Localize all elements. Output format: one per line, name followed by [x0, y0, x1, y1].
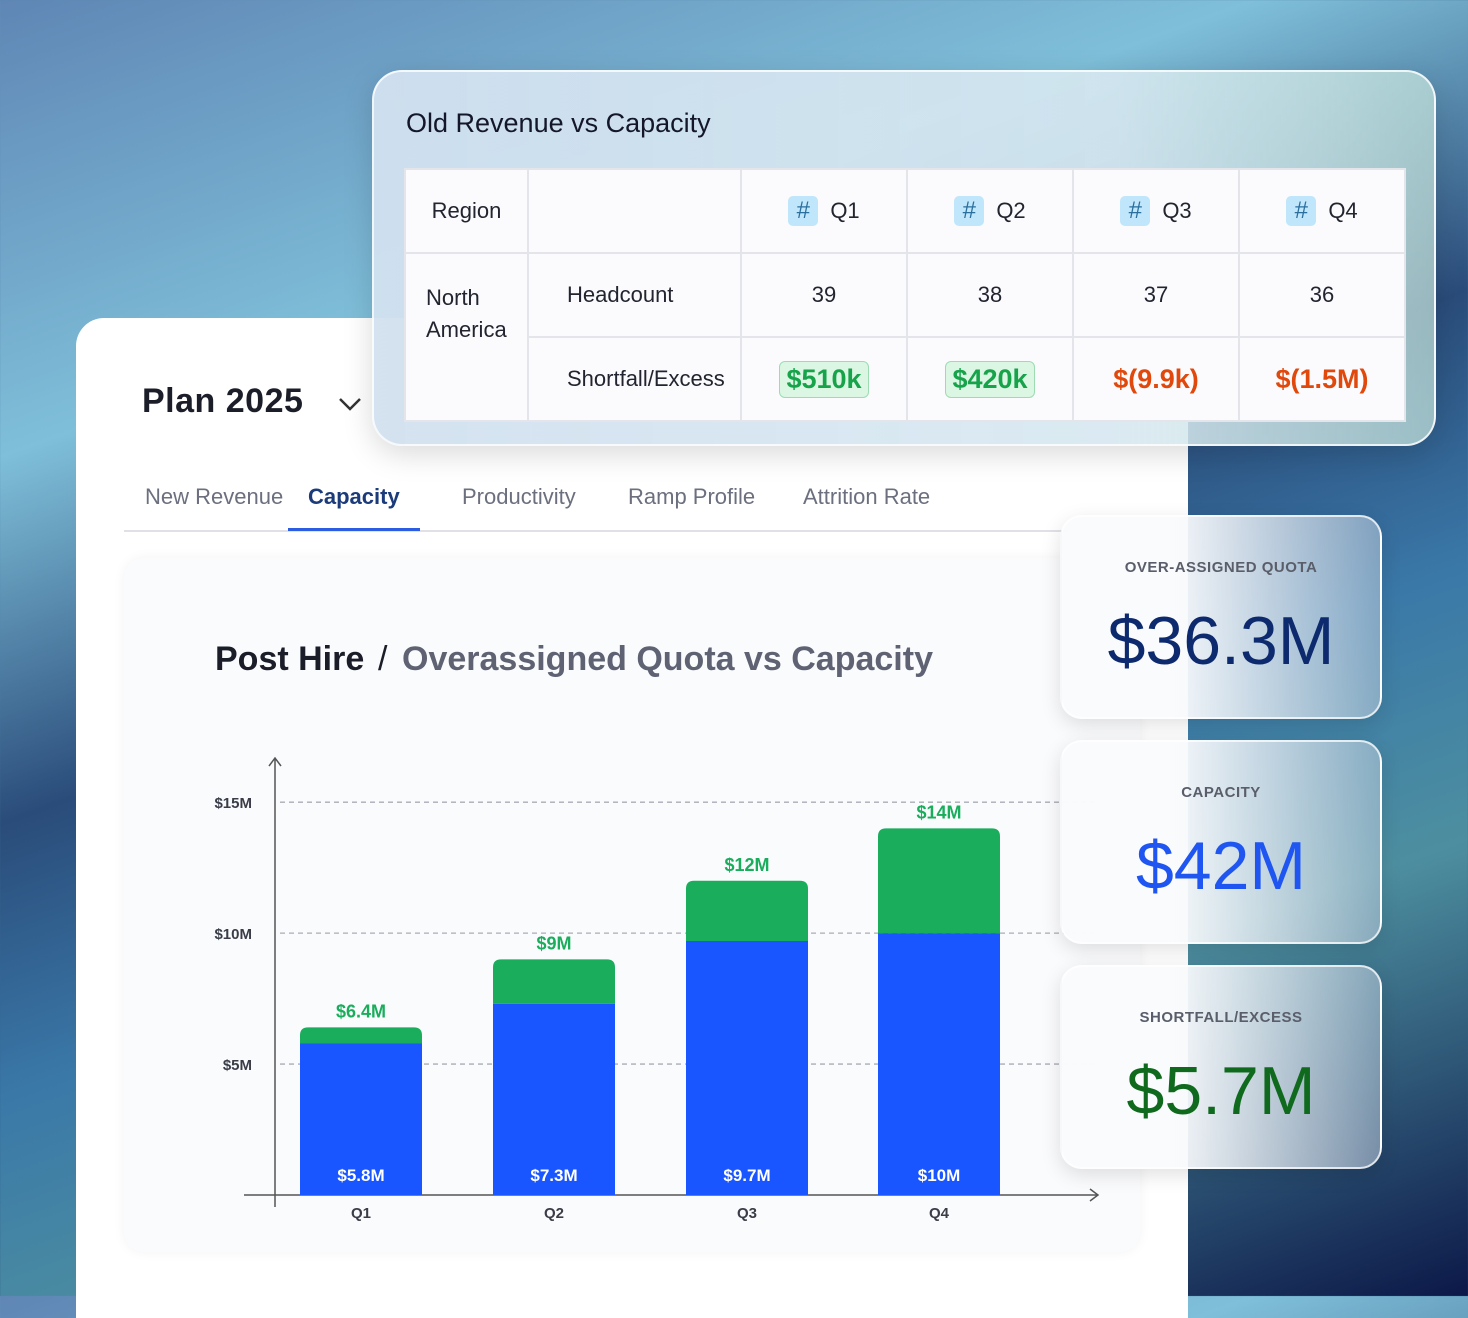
table-title: Old Revenue vs Capacity — [406, 108, 711, 138]
region-cell: North America — [404, 252, 529, 422]
kpi-card: OVER-ASSIGNED QUOTA $36.3M — [1060, 515, 1382, 719]
kpi-label: SHORTFALL/EXCESS — [1139, 1009, 1303, 1026]
tab-bar: New Revenue Capacity Productivity Ramp Prof… — [124, 470, 1068, 532]
title-separator: / — [378, 640, 388, 678]
y-tick-label: $10M — [214, 926, 252, 943]
plan-title[interactable]: Plan 2025 — [142, 382, 363, 421]
total-label: $14M — [916, 802, 961, 822]
header-cell: # Q4 — [1238, 168, 1406, 254]
header-cell: # Q1 — [740, 168, 908, 254]
bar-segment — [493, 959, 615, 1004]
value-cell: $510k — [740, 336, 908, 422]
tab[interactable]: New Revenue — [145, 484, 284, 509]
value-pill: $510k — [779, 360, 869, 398]
bar-segment — [300, 1027, 422, 1044]
bar-segment — [686, 880, 808, 941]
header-cell: # Q2 — [906, 168, 1074, 254]
tab[interactable]: Productivity — [462, 484, 576, 509]
x-tick-label: Q1 — [351, 1205, 371, 1222]
metric-cell: Headcount — [527, 252, 742, 338]
total-label: $12M — [724, 855, 769, 875]
value-pill: $(9.9k) — [1113, 363, 1199, 394]
y-axis — [268, 756, 282, 1207]
dropdown-caret — [339, 398, 362, 411]
plan-name: Plan 2025 — [142, 382, 304, 420]
bar-segment — [493, 1003, 615, 1195]
tab[interactable]: Ramp Profile — [628, 484, 756, 509]
kpi-value: $36.3M — [1107, 603, 1335, 679]
value-pill: $420k — [945, 360, 1035, 398]
tab[interactable]: Attrition Rate — [803, 484, 931, 509]
bar-value-label: $5.8M — [337, 1166, 384, 1185]
value-pill: $(1.5M) — [1275, 363, 1369, 394]
kpi-label: CAPACITY — [1181, 784, 1261, 801]
quarter-label: Q2 — [996, 198, 1026, 223]
tab[interactable]: Capacity — [288, 484, 420, 531]
number-icon: # — [1286, 196, 1317, 226]
x-tick-label: Q3 — [737, 1205, 757, 1222]
kpi-card: SHORTFALL/EXCESS $5.7M — [1060, 965, 1382, 1169]
value-cell: 38 — [906, 252, 1074, 338]
table: Region # Q1 # Q2 # Q3 # Q4 North America Headcoun… — [404, 168, 1406, 422]
bar-value-label: $10M — [918, 1166, 961, 1185]
quarter-label: Q4 — [1328, 198, 1358, 223]
number-icon: # — [1120, 196, 1151, 226]
metric-cell: Shortfall/Excess — [527, 336, 742, 422]
number-icon: # — [788, 196, 819, 226]
kpi-card: CAPACITY $42M — [1060, 740, 1382, 944]
quarter-label: Q1 — [830, 198, 860, 223]
table-card: Old Revenue vs Capacity Region # Q1 # Q2 # Q3 #… — [372, 70, 1436, 446]
value-cell: $(1.5M) — [1238, 336, 1406, 422]
bar-value-label: $9.7M — [723, 1166, 770, 1185]
header-cell: Region — [404, 168, 529, 254]
value-cell: 36 — [1238, 252, 1406, 338]
total-label: $9M — [536, 933, 571, 953]
kpi-label: OVER-ASSIGNED QUOTA — [1124, 559, 1318, 576]
chart-subtitle: Overassigned Quota vs Capacity — [402, 640, 933, 678]
value-cell: 37 — [1072, 252, 1240, 338]
quarter-label: Q3 — [1162, 198, 1192, 223]
bar-segment — [686, 940, 808, 1195]
y-tick-label: $5M — [223, 1057, 252, 1074]
value-cell: $420k — [906, 336, 1074, 422]
total-label: $6.4M — [336, 1001, 386, 1021]
kpi-value: $5.7M — [1126, 1053, 1316, 1129]
bar-value-label: $7.3M — [530, 1166, 577, 1185]
value-text: 36 — [1309, 282, 1335, 307]
value-cell: 39 — [740, 252, 908, 338]
number-icon: # — [954, 196, 985, 226]
value-cell: $(9.9k) — [1072, 336, 1240, 422]
bar-segment — [300, 1043, 422, 1195]
value-text: 37 — [1143, 282, 1169, 307]
x-tick-label: Q4 — [929, 1205, 950, 1222]
bar-segment — [878, 828, 1000, 934]
bar-segment — [878, 933, 1000, 1195]
chart-title: Post Hire — [215, 640, 364, 678]
y-tick-label: $15M — [214, 795, 252, 812]
value-text: 38 — [977, 282, 1003, 307]
chart: Post Hire / Overassigned Quota vs Capaci… — [214, 640, 1100, 1222]
chart-card: Post Hire / Overassigned Quota vs Capaci… — [124, 558, 1140, 1252]
x-tick-label: Q2 — [544, 1205, 564, 1222]
value-text: 39 — [811, 282, 837, 307]
header-cell — [527, 168, 742, 254]
header-cell: # Q3 — [1072, 168, 1240, 254]
kpi-value: $42M — [1135, 828, 1307, 904]
